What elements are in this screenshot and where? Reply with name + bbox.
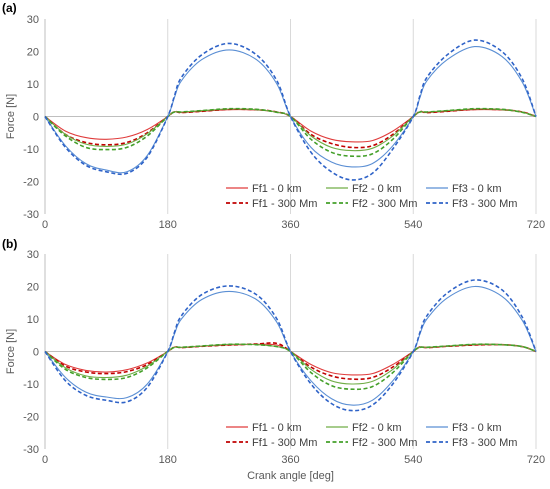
y-tick-label: -20 (23, 177, 39, 189)
y-tick-label: -30 (23, 444, 39, 456)
x-tick-label: 360 (281, 219, 299, 231)
y-tick-label: 10 (27, 79, 39, 91)
x-tick-label: 180 (159, 219, 177, 231)
y-tick-label: 20 (27, 282, 39, 294)
x-tick-label: 720 (527, 454, 545, 466)
x-axis-label: Crank angle [deg] (247, 470, 334, 482)
legend-label: Ff3 - 0 km (452, 422, 502, 434)
y-tick-label: -30 (23, 209, 39, 221)
legend-label: Ff3 - 0 km (452, 183, 502, 195)
legend-label: Ff3 - 300 Mm (452, 437, 517, 449)
y-tick-label: -10 (23, 379, 39, 391)
panel-label: (a) (2, 1, 17, 15)
legend-label: Ff1 - 300 Mm (252, 198, 317, 210)
y-tick-label: 30 (27, 249, 39, 261)
y-tick-label: -20 (23, 412, 39, 424)
chart-panel-1: (a) -30 -20 -10 0 10 20 30 0 180 360 540 720 Force [N… (2, 1, 545, 231)
x-tick-label: 0 (42, 219, 48, 231)
legend-label: Ff1 - 0 km (252, 183, 302, 195)
series-line-5 (44, 285, 537, 406)
legend-label: Ff1 - 300 Mm (252, 437, 317, 449)
legend-label: Ff2 - 0 km (352, 183, 402, 195)
y-axis-label: Force [N] (5, 329, 17, 374)
series-line-6 (44, 39, 537, 181)
legend-label: Ff2 - 300 Mm (352, 437, 417, 449)
chart-panel-2: (b) -30 -20 -10 0 10 20 30 0 180 360 540 720 Force [N… (2, 237, 545, 482)
y-tick-label: 0 (33, 347, 39, 359)
y-tick-label: 20 (27, 47, 39, 59)
y-tick-label: 30 (27, 14, 39, 26)
legend-label: Ff2 - 300 Mm (352, 198, 417, 210)
series-line-6 (44, 279, 537, 412)
panel-label: (b) (2, 237, 17, 251)
y-tick-label: 0 (33, 112, 39, 124)
legend-label: Ff1 - 0 km (252, 422, 302, 434)
x-tick-label: 180 (159, 454, 177, 466)
legend-label: Ff2 - 0 km (352, 422, 402, 434)
series-line-5 (44, 46, 537, 174)
x-tick-label: 720 (527, 219, 545, 231)
legend-label: Ff3 - 300 Mm (452, 198, 517, 210)
x-tick-label: 0 (42, 454, 48, 466)
series-line-4 (44, 343, 537, 391)
x-tick-label: 540 (404, 219, 422, 231)
x-tick-label: 540 (404, 454, 422, 466)
y-tick-label: -10 (23, 144, 39, 156)
y-tick-label: 10 (27, 314, 39, 326)
x-tick-label: 360 (281, 454, 299, 466)
y-axis-label: Force [N] (5, 94, 17, 139)
